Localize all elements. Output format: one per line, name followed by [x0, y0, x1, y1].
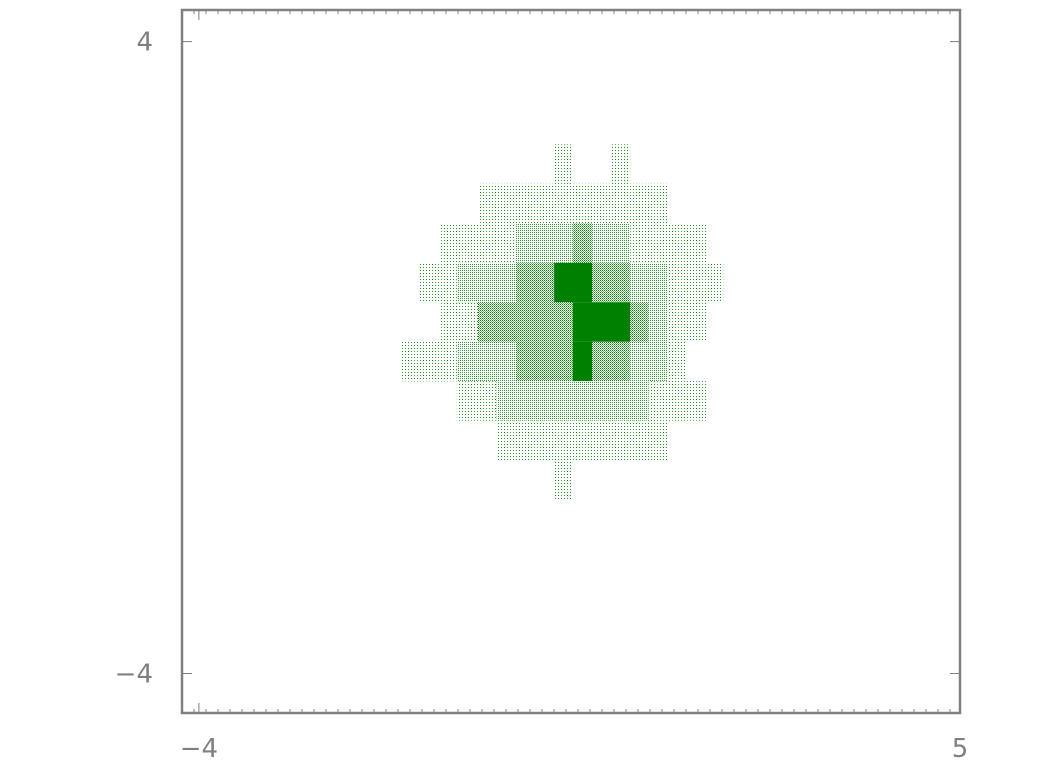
plot-frame — [180, 8, 962, 715]
heatmap-cell — [630, 302, 649, 342]
heatmap-cell — [668, 262, 724, 303]
heatmap-cell — [439, 223, 516, 263]
heatmap-cell — [516, 262, 555, 303]
heatmap-cell — [572, 341, 593, 382]
heatmap-cells — [401, 144, 724, 500]
heatmap-cell — [478, 302, 573, 342]
heatmap-cell — [418, 262, 457, 303]
heatmap-cell — [572, 223, 593, 263]
tick-labels: −4 5 4 −4 — [115, 28, 969, 764]
heatmap-cell — [401, 341, 457, 382]
heatmap-cell — [592, 341, 631, 382]
heatmap-cell — [611, 144, 631, 184]
heatmap-cell — [554, 144, 573, 184]
heatmap-cell — [572, 302, 631, 342]
heatmap-cell — [478, 183, 669, 224]
plot-border — [180, 8, 962, 715]
heatmap-cell — [496, 420, 669, 461]
x-tick-label: −4 — [180, 734, 218, 764]
y-tick-label: −4 — [115, 660, 153, 690]
heatmap-cell — [496, 381, 649, 421]
heatmap-cell — [554, 460, 573, 500]
heatmap-cell — [630, 223, 707, 263]
heatmap-cell — [648, 381, 707, 421]
heatmap-cell — [668, 341, 687, 382]
heatmap-cell — [456, 262, 516, 303]
x-tick-label: 5 — [952, 734, 969, 764]
heatmap-cell — [456, 381, 497, 421]
heatmap-cell — [554, 262, 593, 303]
y-tick-label: 4 — [136, 28, 153, 58]
heatmap-cell — [592, 223, 631, 263]
heatmap-cell — [668, 302, 707, 342]
heatmap-cell — [439, 302, 478, 342]
heatmap-cell — [516, 223, 573, 263]
heatmap-cell — [648, 302, 669, 342]
heatmap-cell — [592, 262, 631, 303]
heatmap-cell — [630, 341, 669, 382]
heatmap-cell — [516, 341, 573, 382]
heatmap-cell — [630, 262, 669, 303]
heatmap-cell — [456, 341, 516, 382]
